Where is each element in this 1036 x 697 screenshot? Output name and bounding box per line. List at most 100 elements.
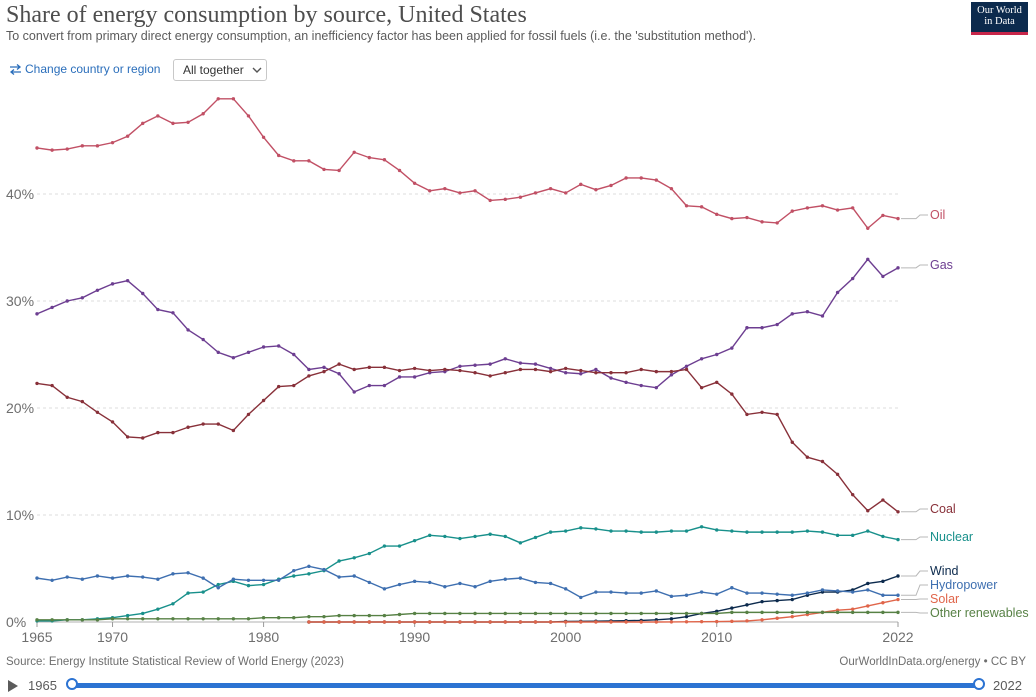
data-point — [715, 212, 719, 217]
data-point — [896, 510, 900, 514]
data-point — [171, 602, 175, 606]
data-point — [156, 577, 160, 581]
data-point — [473, 189, 477, 193]
data-point — [443, 186, 447, 191]
timeline-start-handle[interactable] — [66, 678, 78, 690]
data-point — [473, 620, 477, 624]
label-connector — [901, 536, 928, 541]
data-point — [669, 373, 674, 377]
data-point — [352, 150, 356, 154]
timeline-end-handle[interactable] — [973, 678, 985, 690]
data-point — [246, 578, 251, 582]
data-point — [624, 176, 628, 180]
data-point — [790, 440, 794, 444]
data-point — [428, 189, 432, 193]
data-point — [458, 364, 462, 368]
data-point — [261, 578, 266, 582]
data-point — [35, 576, 39, 580]
data-point — [684, 614, 689, 619]
data-point — [881, 601, 885, 605]
data-point — [95, 144, 100, 148]
data-point — [594, 590, 598, 594]
data-point — [458, 611, 462, 616]
data-point — [141, 617, 145, 621]
data-point — [337, 575, 341, 579]
data-point — [790, 610, 794, 615]
data-point — [352, 574, 356, 578]
data-point — [382, 544, 387, 548]
data-point — [715, 352, 719, 357]
data-point — [458, 620, 462, 624]
data-point — [95, 410, 100, 414]
data-point — [201, 617, 205, 621]
data-point — [307, 564, 311, 569]
data-point — [35, 618, 39, 622]
data-point — [171, 572, 175, 576]
data-point — [367, 580, 372, 585]
data-point — [35, 312, 39, 316]
series-label: Gas — [930, 258, 953, 272]
owid-logo[interactable]: Our World in Data — [971, 2, 1028, 35]
data-point — [95, 574, 100, 578]
data-point — [473, 584, 477, 589]
data-point — [428, 580, 432, 585]
data-point — [835, 589, 840, 593]
label-connector — [901, 264, 928, 269]
data-point — [699, 590, 704, 594]
data-point — [412, 181, 417, 185]
data-point — [881, 213, 885, 218]
data-point — [473, 370, 477, 375]
data-point — [156, 617, 160, 621]
data-point — [684, 364, 689, 368]
y-tick-label: 40% — [6, 186, 34, 202]
data-point — [624, 380, 628, 385]
change-region-button[interactable]: Change country or region — [9, 62, 160, 76]
data-point — [699, 357, 704, 361]
timeline-start-label: 1965 — [28, 678, 57, 693]
data-point — [50, 305, 54, 310]
data-point — [246, 583, 251, 588]
data-point — [594, 620, 598, 624]
data-point — [730, 610, 734, 615]
data-point — [322, 167, 326, 172]
data-point — [684, 593, 689, 597]
data-point — [669, 611, 674, 616]
data-point — [533, 580, 538, 585]
data-point — [216, 97, 220, 101]
data-point — [503, 534, 507, 539]
data-point — [292, 159, 296, 163]
data-point — [80, 577, 85, 581]
play-icon[interactable] — [8, 680, 18, 692]
series-label: Other renewables — [930, 606, 1029, 620]
data-point — [216, 586, 220, 590]
data-point — [473, 534, 477, 539]
view-mode-select[interactable]: All together — [173, 59, 267, 81]
data-point — [760, 599, 764, 604]
data-point — [443, 367, 447, 372]
data-point — [141, 121, 145, 126]
timeline-track[interactable] — [72, 683, 980, 688]
label-connector — [901, 584, 928, 596]
data-point — [261, 345, 266, 349]
credit-note[interactable]: OurWorldInData.org/energy • CC BY — [839, 656, 1026, 668]
data-point — [503, 370, 507, 375]
data-point — [835, 472, 840, 477]
data-point — [850, 590, 855, 594]
data-point — [760, 591, 764, 595]
data-point — [594, 370, 598, 375]
data-point — [261, 616, 266, 620]
data-point — [609, 611, 613, 616]
data-point — [488, 532, 492, 536]
data-point — [367, 613, 372, 618]
data-point — [443, 584, 447, 589]
data-point — [594, 188, 598, 192]
data-point — [50, 578, 54, 582]
data-point — [261, 135, 266, 139]
data-point — [261, 398, 266, 403]
data-point — [367, 620, 372, 624]
data-point — [684, 620, 689, 624]
x-tick-label: 2022 — [882, 629, 913, 645]
data-point — [563, 370, 568, 375]
data-point — [307, 159, 311, 163]
data-point — [397, 544, 402, 548]
